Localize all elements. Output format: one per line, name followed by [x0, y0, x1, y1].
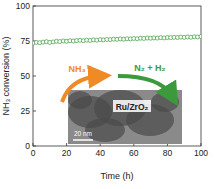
y-tick-label: 0	[25, 141, 30, 151]
y-tick	[33, 146, 36, 147]
y-tick-label: 50	[21, 71, 31, 81]
y-tick-label: 25	[21, 106, 31, 116]
annotation-product: N₂ + H₂	[134, 63, 165, 73]
y-axis-label: NH₃ conversion (%)	[1, 36, 11, 115]
tem-image	[68, 90, 182, 144]
y-tick-label: 75	[21, 36, 31, 46]
x-tick	[66, 143, 67, 146]
chart: 0 20 40 60 80 100 0 25 50 75 100 Time (h) NH₃ conver…	[0, 0, 215, 189]
x-tick-label: 80	[163, 148, 173, 158]
x-tick-label: 20	[62, 148, 72, 158]
annotation-reactant: NH₃	[68, 64, 85, 74]
x-tick-label: 100	[194, 148, 208, 158]
x-tick-label: 60	[129, 148, 139, 158]
y-tick	[33, 76, 36, 77]
arrow-reactant	[62, 76, 100, 102]
data-point	[199, 35, 201, 39]
tem-particle	[151, 92, 179, 112]
scale-bar-label: 20 nm	[74, 130, 92, 137]
annotation-catalyst: Ru/ZrO₂	[116, 102, 149, 112]
series-points	[33, 35, 201, 46]
y-tick	[33, 111, 36, 112]
label-box	[113, 100, 151, 112]
x-tick	[33, 143, 34, 146]
x-tick	[201, 143, 202, 146]
y-tick-label: 100	[16, 1, 30, 11]
x-tick-label: 40	[95, 148, 105, 158]
scale-bar	[73, 139, 93, 141]
x-axis-label: Time (h)	[100, 171, 133, 181]
arrow-product	[118, 76, 172, 96]
tem-particle	[68, 91, 92, 109]
x-tick-label: 0	[31, 148, 36, 158]
y-tick	[33, 6, 36, 7]
plot-frame	[33, 6, 201, 146]
